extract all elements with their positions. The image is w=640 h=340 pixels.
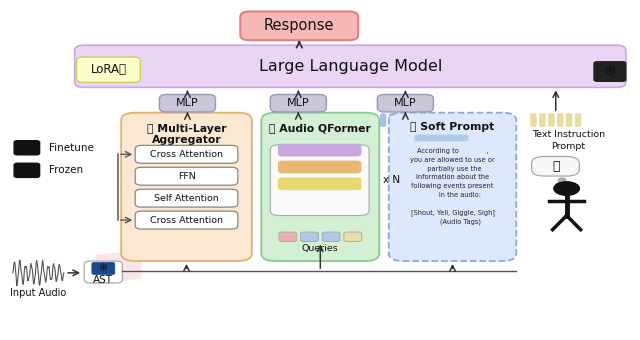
Text: Frozen: Frozen: [49, 165, 83, 175]
Text: Finetune: Finetune: [49, 143, 94, 153]
FancyBboxPatch shape: [322, 232, 340, 241]
Text: ❄️: ❄️: [604, 64, 616, 79]
FancyBboxPatch shape: [121, 113, 252, 261]
FancyBboxPatch shape: [532, 156, 579, 176]
FancyBboxPatch shape: [594, 62, 626, 81]
FancyBboxPatch shape: [135, 167, 238, 185]
FancyBboxPatch shape: [344, 232, 362, 241]
Text: Response: Response: [264, 18, 335, 33]
FancyBboxPatch shape: [270, 145, 369, 216]
FancyBboxPatch shape: [424, 113, 431, 127]
FancyBboxPatch shape: [317, 113, 324, 127]
Circle shape: [554, 182, 579, 195]
FancyBboxPatch shape: [406, 113, 413, 127]
Text: Large Language Model: Large Language Model: [259, 59, 442, 74]
Circle shape: [558, 178, 566, 182]
FancyBboxPatch shape: [77, 57, 140, 82]
Circle shape: [554, 187, 557, 189]
FancyBboxPatch shape: [575, 113, 581, 127]
Text: AST: AST: [93, 275, 113, 285]
FancyBboxPatch shape: [282, 113, 288, 127]
FancyBboxPatch shape: [171, 113, 177, 127]
Text: MLP: MLP: [394, 98, 417, 108]
Text: Text Instruction
Prompt: Text Instruction Prompt: [532, 130, 605, 151]
FancyBboxPatch shape: [301, 232, 319, 241]
FancyBboxPatch shape: [261, 113, 380, 261]
Text: LoRA🔥: LoRA🔥: [90, 63, 127, 76]
FancyBboxPatch shape: [135, 146, 238, 163]
Text: Cross Attention: Cross Attention: [150, 216, 223, 225]
Text: According to             ,
you are allowed to use or
  partially use the
informa: According to , you are allowed to use or…: [410, 148, 495, 225]
FancyBboxPatch shape: [207, 113, 213, 127]
Text: x N: x N: [383, 175, 401, 185]
FancyBboxPatch shape: [14, 141, 40, 155]
FancyBboxPatch shape: [180, 113, 186, 127]
FancyBboxPatch shape: [300, 113, 306, 127]
FancyBboxPatch shape: [135, 189, 238, 207]
FancyBboxPatch shape: [75, 45, 626, 87]
Text: ⋮: ⋮: [180, 150, 193, 163]
FancyBboxPatch shape: [389, 113, 395, 127]
FancyBboxPatch shape: [557, 113, 563, 127]
FancyBboxPatch shape: [278, 144, 362, 156]
Text: 🔥: 🔥: [23, 141, 31, 154]
Text: 🔥 Audio QFormer: 🔥 Audio QFormer: [269, 123, 371, 133]
FancyBboxPatch shape: [414, 135, 468, 141]
FancyBboxPatch shape: [270, 95, 326, 112]
FancyBboxPatch shape: [198, 113, 204, 127]
FancyBboxPatch shape: [378, 95, 433, 112]
FancyBboxPatch shape: [189, 113, 195, 127]
Text: Queries: Queries: [302, 244, 339, 253]
FancyBboxPatch shape: [548, 113, 554, 127]
Text: Self Attention: Self Attention: [154, 194, 219, 203]
Text: ❄️: ❄️: [22, 164, 32, 177]
FancyBboxPatch shape: [308, 113, 315, 127]
Text: Input Audio: Input Audio: [10, 288, 67, 298]
FancyBboxPatch shape: [397, 113, 404, 127]
Text: MLP: MLP: [287, 98, 310, 108]
FancyBboxPatch shape: [159, 95, 216, 112]
Text: Aggregator: Aggregator: [152, 135, 221, 144]
FancyBboxPatch shape: [241, 12, 358, 40]
FancyBboxPatch shape: [135, 211, 238, 229]
FancyBboxPatch shape: [291, 113, 297, 127]
FancyBboxPatch shape: [415, 113, 422, 127]
Polygon shape: [96, 251, 141, 285]
FancyBboxPatch shape: [279, 232, 297, 241]
FancyBboxPatch shape: [389, 113, 516, 261]
FancyBboxPatch shape: [531, 113, 537, 127]
FancyBboxPatch shape: [278, 177, 362, 190]
Text: 🔥 Soft Prompt: 🔥 Soft Prompt: [410, 122, 495, 132]
Text: Cross Attention: Cross Attention: [150, 150, 223, 159]
FancyBboxPatch shape: [380, 113, 387, 127]
FancyBboxPatch shape: [273, 113, 279, 127]
FancyBboxPatch shape: [566, 113, 572, 127]
Text: ❄️: ❄️: [99, 264, 108, 273]
Text: 🔥 Multi-Layer: 🔥 Multi-Layer: [147, 124, 227, 134]
FancyBboxPatch shape: [92, 262, 115, 274]
FancyBboxPatch shape: [162, 113, 168, 127]
Text: MLP: MLP: [176, 98, 199, 108]
FancyBboxPatch shape: [14, 163, 40, 177]
Circle shape: [556, 183, 561, 186]
FancyBboxPatch shape: [278, 160, 362, 173]
Text: 💡: 💡: [552, 160, 559, 173]
FancyBboxPatch shape: [540, 113, 545, 127]
Text: FFN: FFN: [178, 172, 195, 181]
FancyBboxPatch shape: [84, 261, 122, 283]
